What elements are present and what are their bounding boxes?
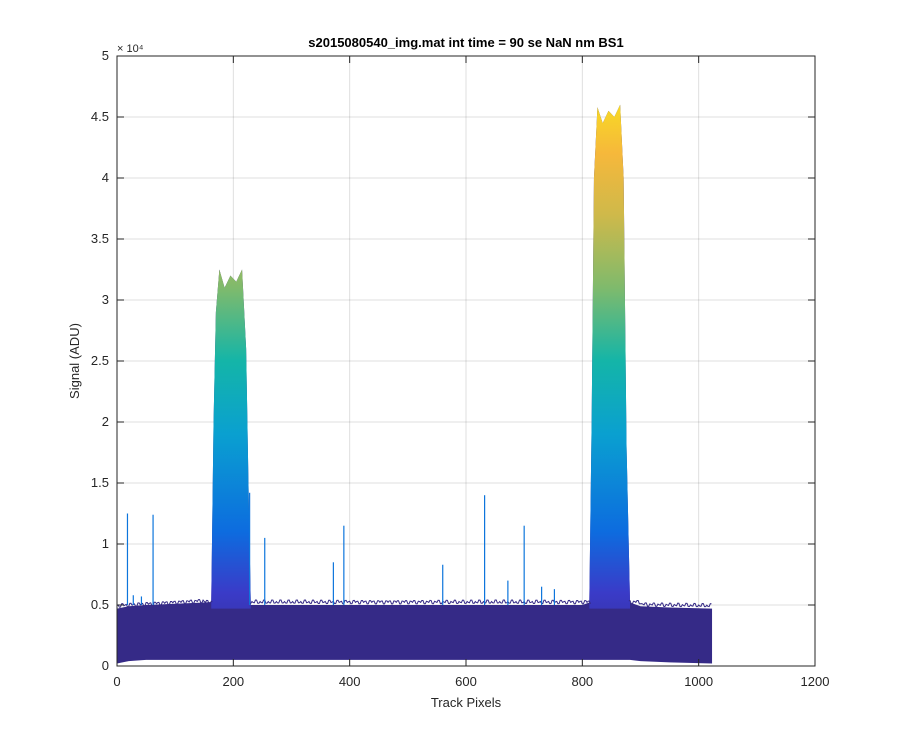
baseline-noise-3 bbox=[628, 599, 712, 608]
y-tick-label: 1.5 bbox=[91, 475, 109, 490]
x-tick-label: 0 bbox=[113, 674, 120, 689]
x-tick-label: 200 bbox=[222, 674, 244, 689]
y-tick-label: 2.5 bbox=[91, 353, 109, 368]
y-axis-label: Signal (ADU) bbox=[67, 323, 82, 399]
x-axis-label: Track Pixels bbox=[431, 695, 502, 710]
y-tick-label: 5 bbox=[102, 48, 109, 63]
y-multiplier-label: × 10⁴ bbox=[117, 43, 144, 55]
y-tick-label: 0 bbox=[102, 658, 109, 673]
x-tick-label: 600 bbox=[455, 674, 477, 689]
y-tick-label: 4 bbox=[102, 170, 109, 185]
x-tick-label: 400 bbox=[339, 674, 361, 689]
y-tick-label: 3 bbox=[102, 292, 109, 307]
x-tick-label: 1200 bbox=[801, 674, 830, 689]
y-tick-label: 4.5 bbox=[91, 109, 109, 124]
x-tick-label: 1000 bbox=[684, 674, 713, 689]
peak-2-area bbox=[589, 104, 631, 609]
y-tick-label: 0.5 bbox=[91, 597, 109, 612]
axis-ticks bbox=[116, 55, 816, 667]
chart-title: s2015080540_img.mat int time = 90 se NaN… bbox=[308, 35, 623, 50]
peak-1-area bbox=[211, 269, 251, 609]
y-tick-label: 3.5 bbox=[91, 231, 109, 246]
axis-tick-labels: 0 200 400 600 800 1000 1200 0 0.5 1 1.5 2 2.5 3 3.5 4 4.… bbox=[91, 48, 830, 689]
y-tick-label: 1 bbox=[102, 536, 109, 551]
y-tick-label: 2 bbox=[102, 414, 109, 429]
x-tick-label: 800 bbox=[571, 674, 593, 689]
data-layer bbox=[117, 104, 713, 664]
baseline-noise-2 bbox=[249, 599, 591, 605]
